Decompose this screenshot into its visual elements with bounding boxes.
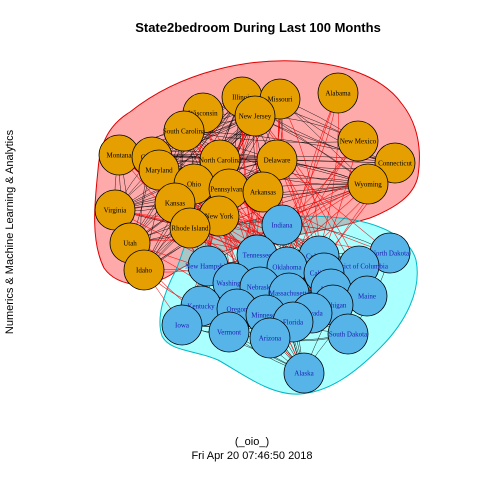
node-label: District of Columbia	[330, 263, 389, 271]
node-circle	[138, 149, 180, 191]
node-label: Virginia	[104, 207, 128, 215]
node-label: Arkansas	[250, 189, 276, 197]
node-label: Oregon	[227, 306, 248, 314]
node-alaska: Alaska	[283, 352, 325, 394]
node-label: Maryland	[145, 167, 173, 175]
node-label: Alabama	[325, 90, 351, 98]
node-label: New Jersey	[239, 113, 272, 121]
footer-timestamp: Fri Apr 20 07:46:50 2018	[191, 450, 313, 462]
node-alabama: Alabama	[317, 72, 359, 114]
node-label: Delaware	[264, 157, 291, 165]
node-circle	[317, 72, 359, 114]
node-label: Idaho	[136, 267, 152, 275]
node-south-dakota: South Dakota	[327, 313, 369, 355]
node-label: Florida	[283, 319, 304, 327]
node-label: Massachusetts	[269, 290, 310, 298]
node-label: Kansas	[165, 200, 185, 208]
node-indiana: Indiana	[261, 204, 303, 246]
chart-title: State2bedroom During Last 100 Months	[135, 20, 381, 35]
node-label: South Dakota	[329, 331, 368, 339]
intra-edge	[219, 155, 396, 164]
node-label: New Hampshire	[185, 263, 231, 271]
intra-edge	[143, 183, 369, 271]
node-new-mexico: New Mexico	[337, 120, 379, 162]
intra-edge	[114, 96, 243, 211]
node-new-jersey: New Jersey	[234, 95, 276, 137]
node-label: Pennsylvania	[210, 186, 248, 194]
node-virginia: Virginia	[94, 189, 136, 231]
node-label: Ohio	[187, 181, 202, 189]
node-circle	[161, 304, 203, 346]
node-label: Oklahoma	[272, 264, 302, 272]
node-arkansas: Arkansas	[242, 171, 284, 213]
node-label: New Mexico	[340, 138, 377, 146]
node-idaho: Idaho	[123, 249, 165, 291]
node-circle	[234, 95, 276, 137]
node-circle	[208, 311, 250, 353]
node-circle	[163, 110, 205, 152]
node-circle	[327, 313, 369, 355]
node-wyoming: Wyoming	[347, 163, 389, 205]
node-circle	[242, 171, 284, 213]
node-circle	[261, 204, 303, 246]
node-label: Wyoming	[354, 181, 382, 189]
node-label: Washington	[216, 280, 250, 288]
node-maine: Maine	[346, 275, 388, 317]
node-label: Utah	[123, 240, 137, 248]
node-circle	[347, 163, 389, 205]
footer-face: (_oio_)	[234, 436, 270, 448]
node-label: Nebraska	[247, 284, 274, 292]
node-label: Missouri	[268, 96, 293, 104]
node-label: Nevada	[301, 310, 323, 318]
node-label: Illinois	[232, 94, 252, 102]
node-south-carolina: South Carolina	[163, 110, 206, 152]
node-maryland: Maryland	[138, 149, 180, 191]
node-circle	[169, 207, 211, 249]
nodes-layer: Alabama Illinois Missouri Wisconsin New Jers…	[94, 72, 416, 394]
node-label: Iowa	[175, 322, 190, 330]
node-label: Rhode Island	[171, 225, 209, 233]
node-label: Vermont	[217, 329, 241, 337]
node-label: Wisconsin	[188, 110, 218, 118]
node-circle	[283, 352, 325, 394]
node-label: North Carolina	[199, 157, 242, 165]
node-rhode-island: Rhode Island	[169, 207, 211, 249]
node-circle	[123, 249, 165, 291]
node-label: Tennessee	[243, 252, 272, 260]
node-iowa: Iowa	[161, 304, 203, 346]
node-label: Maine	[358, 293, 376, 301]
node-label: Michigan	[320, 302, 347, 310]
node-label: Indiana	[272, 222, 294, 230]
node-arizona: Arizona	[249, 317, 291, 359]
cross-edge	[286, 92, 339, 268]
node-label: New York	[205, 213, 234, 221]
node-label: South Carolina	[163, 128, 206, 136]
node-circle	[249, 317, 291, 359]
node-label: Connecticut	[378, 160, 412, 168]
node-label: Alaska	[294, 370, 314, 378]
node-vermont: Vermont	[208, 311, 250, 353]
node-label: North Dakota	[371, 250, 410, 258]
node-circle	[337, 120, 379, 162]
node-label: Montana	[107, 152, 133, 160]
node-label: Minnesota	[251, 312, 281, 320]
node-label: Kentucky	[187, 303, 215, 311]
node-label: Arizona	[259, 335, 282, 343]
